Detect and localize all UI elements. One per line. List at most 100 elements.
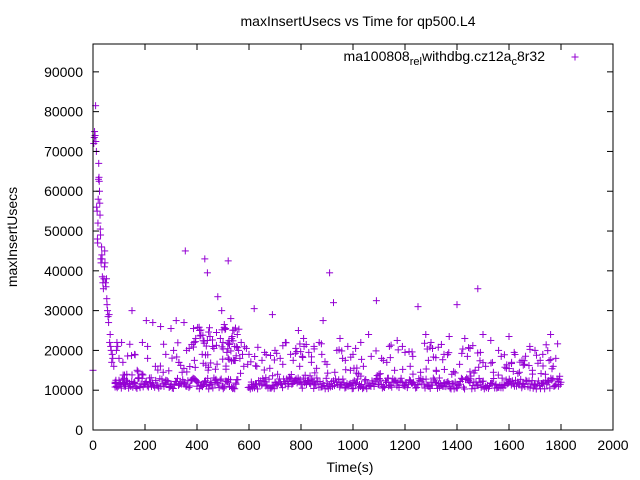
data-point — [94, 219, 102, 227]
data-point — [352, 344, 360, 352]
data-point — [165, 383, 173, 391]
data-point — [432, 354, 440, 362]
data-point — [300, 334, 308, 342]
data-point — [451, 378, 459, 386]
data-point — [422, 330, 430, 338]
data-point — [344, 342, 352, 350]
data-point — [133, 384, 141, 392]
data-point — [103, 301, 111, 309]
data-point — [497, 352, 505, 360]
data-point — [296, 362, 304, 370]
data-point — [445, 332, 453, 340]
data-point — [482, 362, 490, 370]
data-point — [548, 365, 556, 373]
data-point — [463, 352, 471, 360]
data-point — [385, 342, 393, 350]
x-tick-label: 1600 — [493, 437, 524, 453]
data-point — [220, 324, 228, 332]
data-point — [300, 342, 308, 350]
data-point — [379, 356, 387, 364]
data-point — [174, 339, 182, 347]
data-point — [121, 371, 129, 379]
data-point — [231, 357, 239, 365]
data-point — [279, 360, 287, 368]
data-point — [454, 382, 462, 390]
data-point — [429, 374, 437, 382]
data-point — [232, 352, 240, 360]
legend-label: ma100808relwithdbg.cz12ac8r32 — [344, 48, 546, 68]
y-axis-label: maxInsertUsecs — [4, 187, 20, 287]
data-point — [453, 301, 461, 309]
data-point — [530, 381, 538, 389]
data-point — [204, 351, 212, 359]
data-point — [298, 384, 306, 392]
data-point — [445, 349, 453, 357]
data-point — [464, 344, 472, 352]
x-tick-label: 1000 — [337, 437, 368, 453]
data-point — [224, 354, 232, 362]
data-point — [451, 369, 459, 377]
data-point — [313, 374, 321, 382]
data-point — [516, 358, 524, 366]
data-point — [446, 384, 454, 392]
data-point — [479, 330, 487, 338]
data-point — [269, 372, 277, 380]
data-point — [267, 352, 275, 360]
data-point — [539, 350, 547, 358]
data-point — [213, 329, 220, 337]
data-points-layer — [89, 102, 565, 393]
y-tick-label: 50000 — [44, 223, 83, 239]
data-point — [135, 374, 143, 382]
data-point — [495, 346, 503, 354]
data-point — [159, 368, 167, 376]
data-point — [167, 325, 175, 333]
data-point — [201, 255, 209, 263]
data-point — [515, 368, 523, 376]
data-point — [93, 203, 101, 211]
data-point — [98, 255, 106, 263]
data-point — [133, 366, 141, 374]
y-tick-label: 30000 — [44, 303, 83, 319]
data-point — [434, 343, 442, 351]
data-point — [227, 376, 235, 384]
data-point — [307, 353, 315, 361]
data-point — [338, 347, 346, 355]
data-point — [144, 342, 152, 350]
data-point — [428, 381, 436, 389]
axis-ticks-layer: 0 200 400 600 800 1000 1200 1400 1600 1800 2000010… — [44, 44, 629, 453]
data-point — [203, 269, 211, 277]
data-point — [366, 381, 374, 389]
data-point — [527, 380, 535, 388]
data-point — [117, 384, 125, 392]
data-point — [440, 365, 448, 373]
data-point — [534, 359, 542, 367]
data-point — [529, 370, 537, 378]
data-point — [213, 360, 221, 368]
data-point — [136, 384, 144, 392]
data-point — [517, 375, 525, 383]
data-point — [520, 357, 528, 365]
data-point — [131, 351, 139, 359]
data-point — [414, 303, 422, 311]
data-point — [490, 375, 498, 383]
data-point — [101, 259, 109, 267]
data-point — [227, 315, 235, 323]
data-point — [398, 342, 406, 350]
data-point — [541, 385, 549, 393]
data-point — [365, 330, 373, 338]
data-point — [163, 377, 171, 385]
data-point — [132, 383, 140, 391]
x-tick-label: 800 — [289, 437, 313, 453]
data-point — [313, 364, 321, 372]
data-point — [514, 370, 522, 378]
data-point — [154, 366, 162, 374]
data-point — [232, 324, 240, 332]
data-point — [299, 353, 307, 361]
data-point — [554, 340, 562, 348]
data-point — [310, 345, 318, 353]
data-point — [539, 362, 547, 370]
data-point — [205, 328, 213, 336]
data-point — [459, 345, 467, 353]
data-point — [330, 299, 337, 307]
